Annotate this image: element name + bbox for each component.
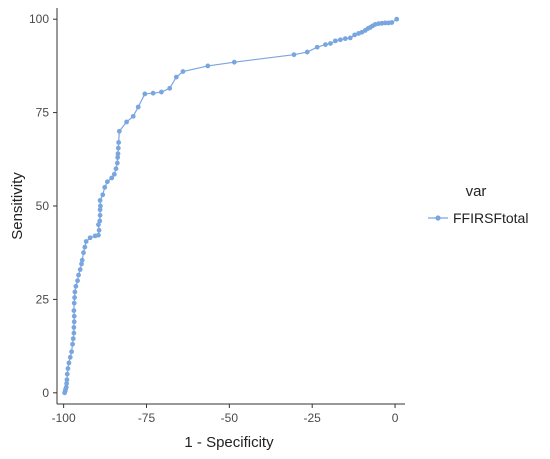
data-point xyxy=(291,52,297,58)
data-point xyxy=(328,41,333,46)
x-axis-title: 1 - Specificity xyxy=(184,434,274,451)
x-tick-label: -25 xyxy=(304,411,322,425)
y-tick-label: 0 xyxy=(42,386,49,400)
data-point xyxy=(304,49,310,55)
data-point xyxy=(72,289,78,295)
data-point xyxy=(76,272,81,278)
data-point xyxy=(71,330,77,336)
data-point xyxy=(66,360,72,366)
data-point xyxy=(97,218,103,224)
data-point xyxy=(98,203,103,209)
y-tick-label: 25 xyxy=(36,292,50,306)
data-point xyxy=(231,59,237,65)
data-point xyxy=(96,232,101,238)
data-point xyxy=(382,20,388,26)
data-point xyxy=(142,91,148,97)
data-point xyxy=(347,35,353,41)
data-point xyxy=(71,319,77,325)
data-point xyxy=(333,38,338,44)
data-point xyxy=(82,244,88,250)
data-point xyxy=(124,119,129,125)
data-point xyxy=(63,384,69,390)
data-point xyxy=(167,85,173,91)
data-point xyxy=(109,175,115,181)
data-point xyxy=(337,37,343,43)
data-point xyxy=(97,198,103,203)
data-point xyxy=(115,155,121,160)
data-point xyxy=(352,32,358,38)
data-point xyxy=(111,171,117,177)
data-point xyxy=(72,295,77,300)
x-tick-label: -50 xyxy=(221,411,239,425)
data-point xyxy=(205,63,211,69)
y-tick-label: 75 xyxy=(36,106,50,120)
data-point xyxy=(159,89,164,95)
y-tick-label: 100 xyxy=(29,12,49,26)
data-point xyxy=(73,283,79,289)
legend-title: var xyxy=(466,183,487,200)
x-tick-label: -100 xyxy=(52,411,76,425)
data-point xyxy=(64,371,70,377)
data-point xyxy=(342,36,348,42)
data-point xyxy=(113,166,119,172)
data-point xyxy=(314,44,320,50)
x-tick-label: 0 xyxy=(392,411,399,425)
legend-label: FFIRSFtotal xyxy=(453,210,528,226)
y-tick-label: 50 xyxy=(36,199,50,213)
data-point xyxy=(135,104,141,110)
series-line xyxy=(64,18,398,393)
data-point xyxy=(173,74,179,80)
data-point xyxy=(96,222,101,228)
data-point xyxy=(97,212,103,218)
x-tick-label: -75 xyxy=(138,411,156,425)
data-point xyxy=(79,261,84,267)
data-point xyxy=(71,308,77,313)
data-point xyxy=(70,336,76,342)
data-point xyxy=(71,300,77,306)
data-point xyxy=(87,235,93,241)
data-point xyxy=(130,113,136,119)
data-point xyxy=(81,250,86,256)
data-point xyxy=(65,366,71,371)
series-layer xyxy=(62,16,400,396)
data-point xyxy=(97,207,103,213)
ticks-layer: -100 -75 -50 -25 0 0 25 50 75 100 xyxy=(29,12,399,425)
data-point xyxy=(96,227,102,233)
axes-layer xyxy=(56,8,405,405)
data-point xyxy=(394,16,400,22)
data-point xyxy=(104,179,110,185)
data-point xyxy=(83,239,89,244)
y-axis-title: Sensitivity xyxy=(9,172,26,240)
legend-key-point xyxy=(435,215,441,221)
data-point xyxy=(389,20,395,25)
data-point xyxy=(114,160,120,166)
data-point xyxy=(100,192,106,198)
data-point xyxy=(75,278,80,284)
data-point xyxy=(102,184,108,190)
data-point xyxy=(64,381,70,386)
data-point xyxy=(115,145,121,151)
data-point xyxy=(116,140,122,145)
data-point xyxy=(115,151,121,157)
data-point xyxy=(116,128,122,134)
data-point xyxy=(70,341,75,347)
data-point xyxy=(64,377,70,383)
data-point xyxy=(77,267,83,272)
data-point xyxy=(323,42,328,48)
data-point xyxy=(67,354,73,360)
data-point xyxy=(69,349,74,355)
legend: var FFIRSFtotal xyxy=(428,183,528,226)
data-point xyxy=(71,313,77,319)
data-point xyxy=(71,325,77,330)
data-point xyxy=(150,90,156,96)
data-point xyxy=(180,69,186,74)
data-point xyxy=(79,257,85,263)
